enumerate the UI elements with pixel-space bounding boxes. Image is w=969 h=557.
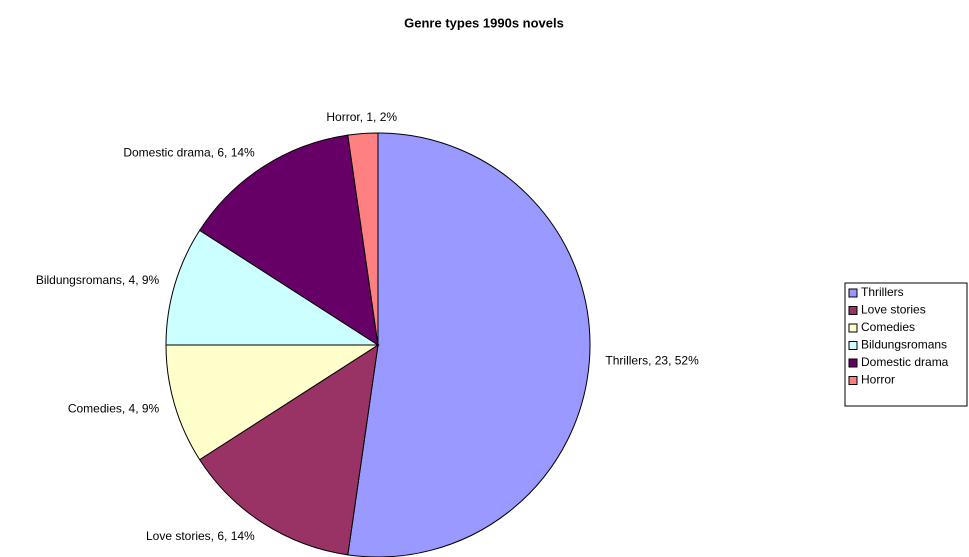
pie-slice [165,344,380,461]
legend-label: Comedies [861,320,915,334]
pie-slice [165,229,380,346]
pie-slice [198,343,379,556]
pie-slice [198,134,379,347]
data-label: Love stories, 6, 14% [146,529,255,543]
data-label: Domestic drama, 6, 14% [123,145,255,159]
pie-slice [347,132,591,557]
chart-title: Genre types 1990s novels [404,15,564,30]
legend-swatch [848,323,858,333]
data-label: Bildungsromans, 4, 9% [36,273,160,287]
pie-slice [347,132,379,346]
data-label: Thrillers, 23, 52% [605,353,699,367]
legend-label: Love stories [861,303,926,317]
legend-swatch [848,341,858,350]
legend-label: Domestic drama [861,355,949,369]
legend-swatch [848,288,858,298]
legend-swatch [848,306,858,315]
legend-label: Bildungsromans [861,338,947,352]
legend-label: Thrillers [861,285,904,299]
data-label: Horror, 1, 2% [326,110,397,124]
legend-swatch [848,376,858,385]
legend-swatch [848,358,858,368]
data-label: Comedies, 4, 9% [68,401,160,415]
legend-box [844,282,968,407]
legend-label: Horror [861,373,895,387]
